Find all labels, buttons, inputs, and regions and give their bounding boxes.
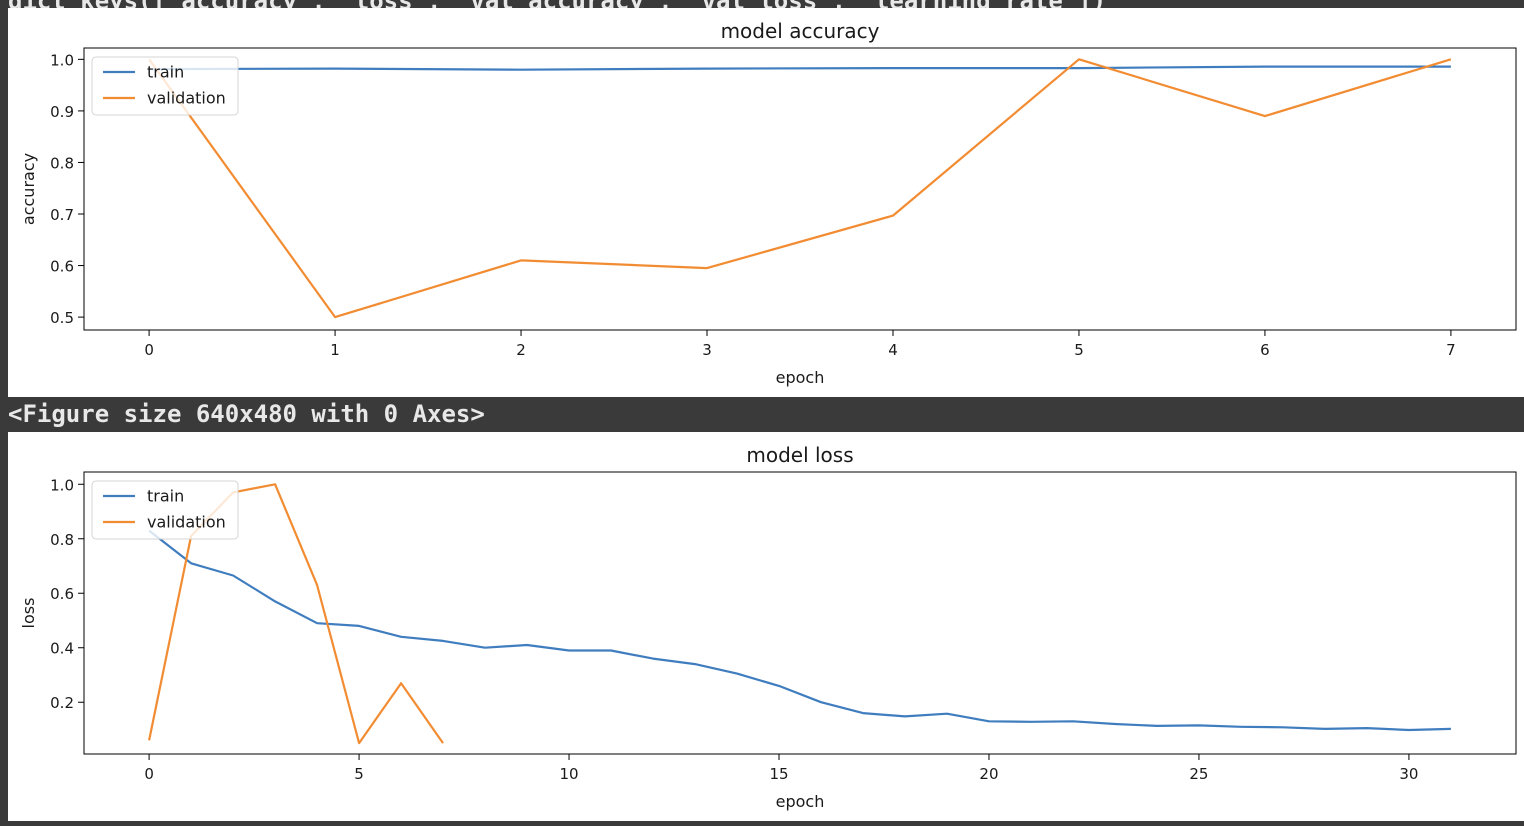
y-tick-label: 0.6: [50, 258, 74, 276]
console-code-fragment: dict_keys(['accuracy', 'loss', 'val_accu…: [8, 0, 1106, 8]
y-tick-label: 0.8: [50, 531, 74, 549]
x-tick-label: 6: [1260, 341, 1270, 359]
legend-label-validation: validation: [147, 89, 226, 108]
y-tick-label: 0.8: [50, 154, 74, 172]
legend-label-validation: validation: [147, 513, 226, 532]
chart-title: model loss: [746, 443, 853, 467]
series-line-validation: [148, 58, 1452, 319]
legend-label-train: train: [147, 63, 184, 82]
accuracy-figure: model accuracy 0 1 2 3 4 5 6 7 0.5 0.6 0.7 0.8 0.9 1.0…: [8, 8, 1524, 397]
y-tick-label: 0.9: [50, 103, 74, 121]
y-tick-label: 1.0: [50, 51, 74, 69]
y-tick-label: 0.2: [50, 694, 74, 712]
x-tick-label: 30: [1399, 765, 1418, 783]
x-tick-label: 3: [702, 341, 712, 359]
accuracy-chart: model accuracy 0 1 2 3 4 5 6 7 0.5 0.6 0.7 0.8 0.9 1.0…: [19, 19, 1517, 387]
y-axis-label: loss: [19, 598, 38, 629]
y-tick-label: 0.7: [50, 206, 74, 224]
console-output-top: dict_keys(['accuracy', 'loss', 'val_accu…: [0, 0, 1524, 8]
plot-area-frame: [83, 471, 1517, 755]
console-output: <Figure size 640x480 with 0 Axes>: [0, 397, 1524, 432]
y-tick-label: 0.5: [50, 309, 74, 327]
x-tick-label: 5: [1074, 341, 1084, 359]
x-axis-label: epoch: [776, 368, 825, 387]
x-tick-label: 5: [354, 765, 364, 783]
series-line-train: [149, 65, 1451, 71]
x-tick-label: 15: [769, 765, 788, 783]
x-tick-label: 25: [1189, 765, 1208, 783]
y-tick-label: 0.4: [50, 640, 74, 658]
x-tick-label: 10: [559, 765, 578, 783]
x-tick-label: 20: [979, 765, 998, 783]
console-figure-message: <Figure size 640x480 with 0 Axes>: [8, 400, 485, 428]
x-tick-label: 4: [888, 341, 898, 359]
loss-figure: model loss 0 5 10 15 20 25 30 0.2 0.4 0.6 0.8 1.0 epo…: [8, 432, 1524, 821]
x-tick-label: 0: [144, 341, 154, 359]
x-tick-label: 2: [516, 341, 526, 359]
console-bottom-edge: [0, 821, 1524, 826]
series-line-train: [148, 529, 1451, 732]
y-tick-label: 1.0: [50, 476, 74, 494]
x-tick-label: 7: [1446, 341, 1456, 359]
plot-area-frame: [83, 47, 1517, 331]
loss-chart: model loss 0 5 10 15 20 25 30 0.2 0.4 0.6 0.8 1.0 epo…: [19, 443, 1517, 811]
x-tick-label: 1: [330, 341, 340, 359]
x-tick-label: 0: [144, 765, 154, 783]
y-tick-label: 0.6: [50, 585, 74, 603]
x-axis-label: epoch: [776, 792, 825, 811]
legend-label-train: train: [147, 487, 184, 506]
chart-title: model accuracy: [721, 19, 880, 43]
y-axis-label: accuracy: [19, 153, 38, 225]
